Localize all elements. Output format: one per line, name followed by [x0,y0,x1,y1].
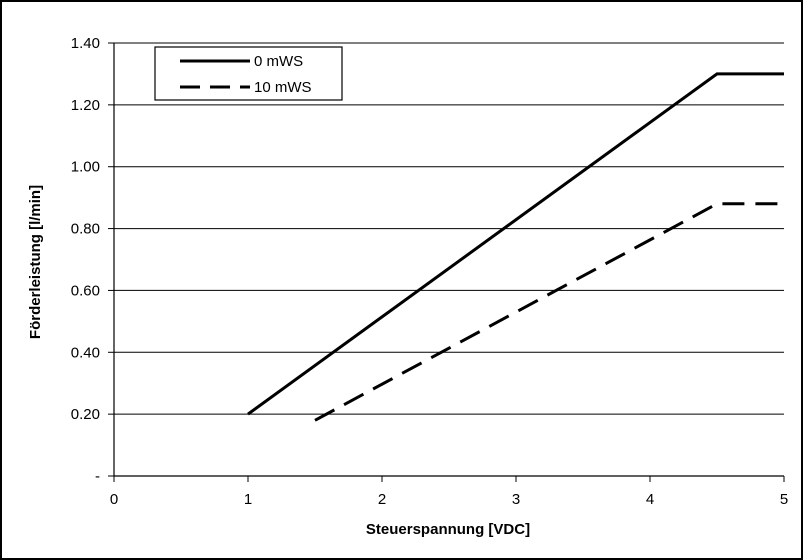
legend: 0 mWS 10 mWS [154,46,343,101]
x-tick-label-3: 3 [512,491,520,508]
series-line-10-mws [314,202,784,422]
series-line-0-mws [247,72,784,416]
y-tick-label-5: 1.00 [71,159,100,176]
x-axis-title: Steuerspannung [VDC] [366,521,530,538]
legend-label-10-mws: 10 mWS [254,79,312,96]
x-tick-label-2: 2 [378,491,386,508]
legend-box [154,46,343,101]
y-tick-label-1: 0.20 [71,406,100,423]
y-tick-label-0: - [95,468,100,485]
y-tick-label-3: 0.60 [71,282,100,299]
y-tick-label-6: 1.20 [71,97,100,114]
tick-labels: - 0.20 0.40 0.60 0.80 1.00 1.20 1.40 0 1 2 3 4 5 [71,35,788,508]
y-tick-label-4: 0.80 [71,221,100,238]
y-tick-label-7: 1.40 [71,35,100,52]
x-tick-label-5: 5 [780,491,788,508]
series-lines [247,72,784,422]
x-tick-label-0: 0 [110,491,118,508]
y-axis-title: Förderleistung [l/min] [27,185,44,339]
axes [108,42,785,482]
legend-label-0-mws: 0 mWS [254,53,303,70]
x-tick-label-4: 4 [646,491,654,508]
y-tick-label-2: 0.40 [71,344,100,361]
x-tick-label-1: 1 [244,491,252,508]
